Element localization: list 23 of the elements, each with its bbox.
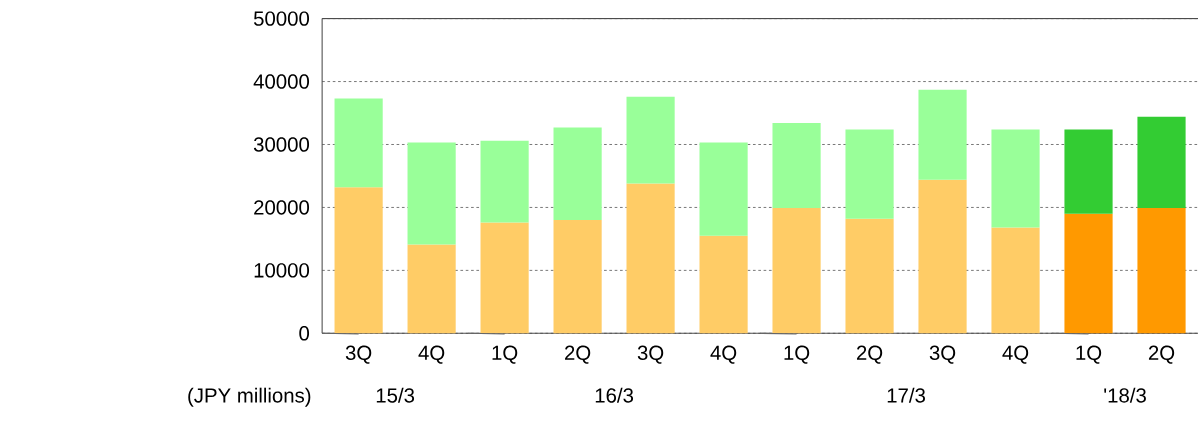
y-tick-label: 30000 [253,137,310,152]
x-tick-label: 4Q [1002,345,1029,364]
x-tick-label: 4Q [418,345,445,364]
y-tick-label: 50000 [253,11,310,26]
x-tick-label: 2Q [565,345,591,364]
y-tick-label: 10000 [254,263,310,278]
x-tick-label: 3Q [637,345,664,364]
x-tick-label: 3Q [929,345,956,364]
x-tick-label: 3Q [345,345,372,364]
y-tick-label: 0 [299,326,310,341]
x-tick-label: 1Q [1076,345,1102,364]
y-tick-label: 20000 [254,200,310,215]
text: 15/3 [376,387,415,403]
y-axis-title: (JPY millions) [188,387,311,407]
x-tick-label: 2Q [1148,345,1175,364]
text: '18/3 [1104,387,1146,403]
y-tick-label: 40000 [253,74,310,89]
text: 17/3 [887,387,925,403]
x-tick-label: 2Q [856,345,883,364]
x-tick-label: 4Q [710,345,737,364]
x-tick-label: 1Q [492,345,518,364]
x-tick-label: 1Q [784,345,810,364]
text: 16/3 [595,387,634,403]
